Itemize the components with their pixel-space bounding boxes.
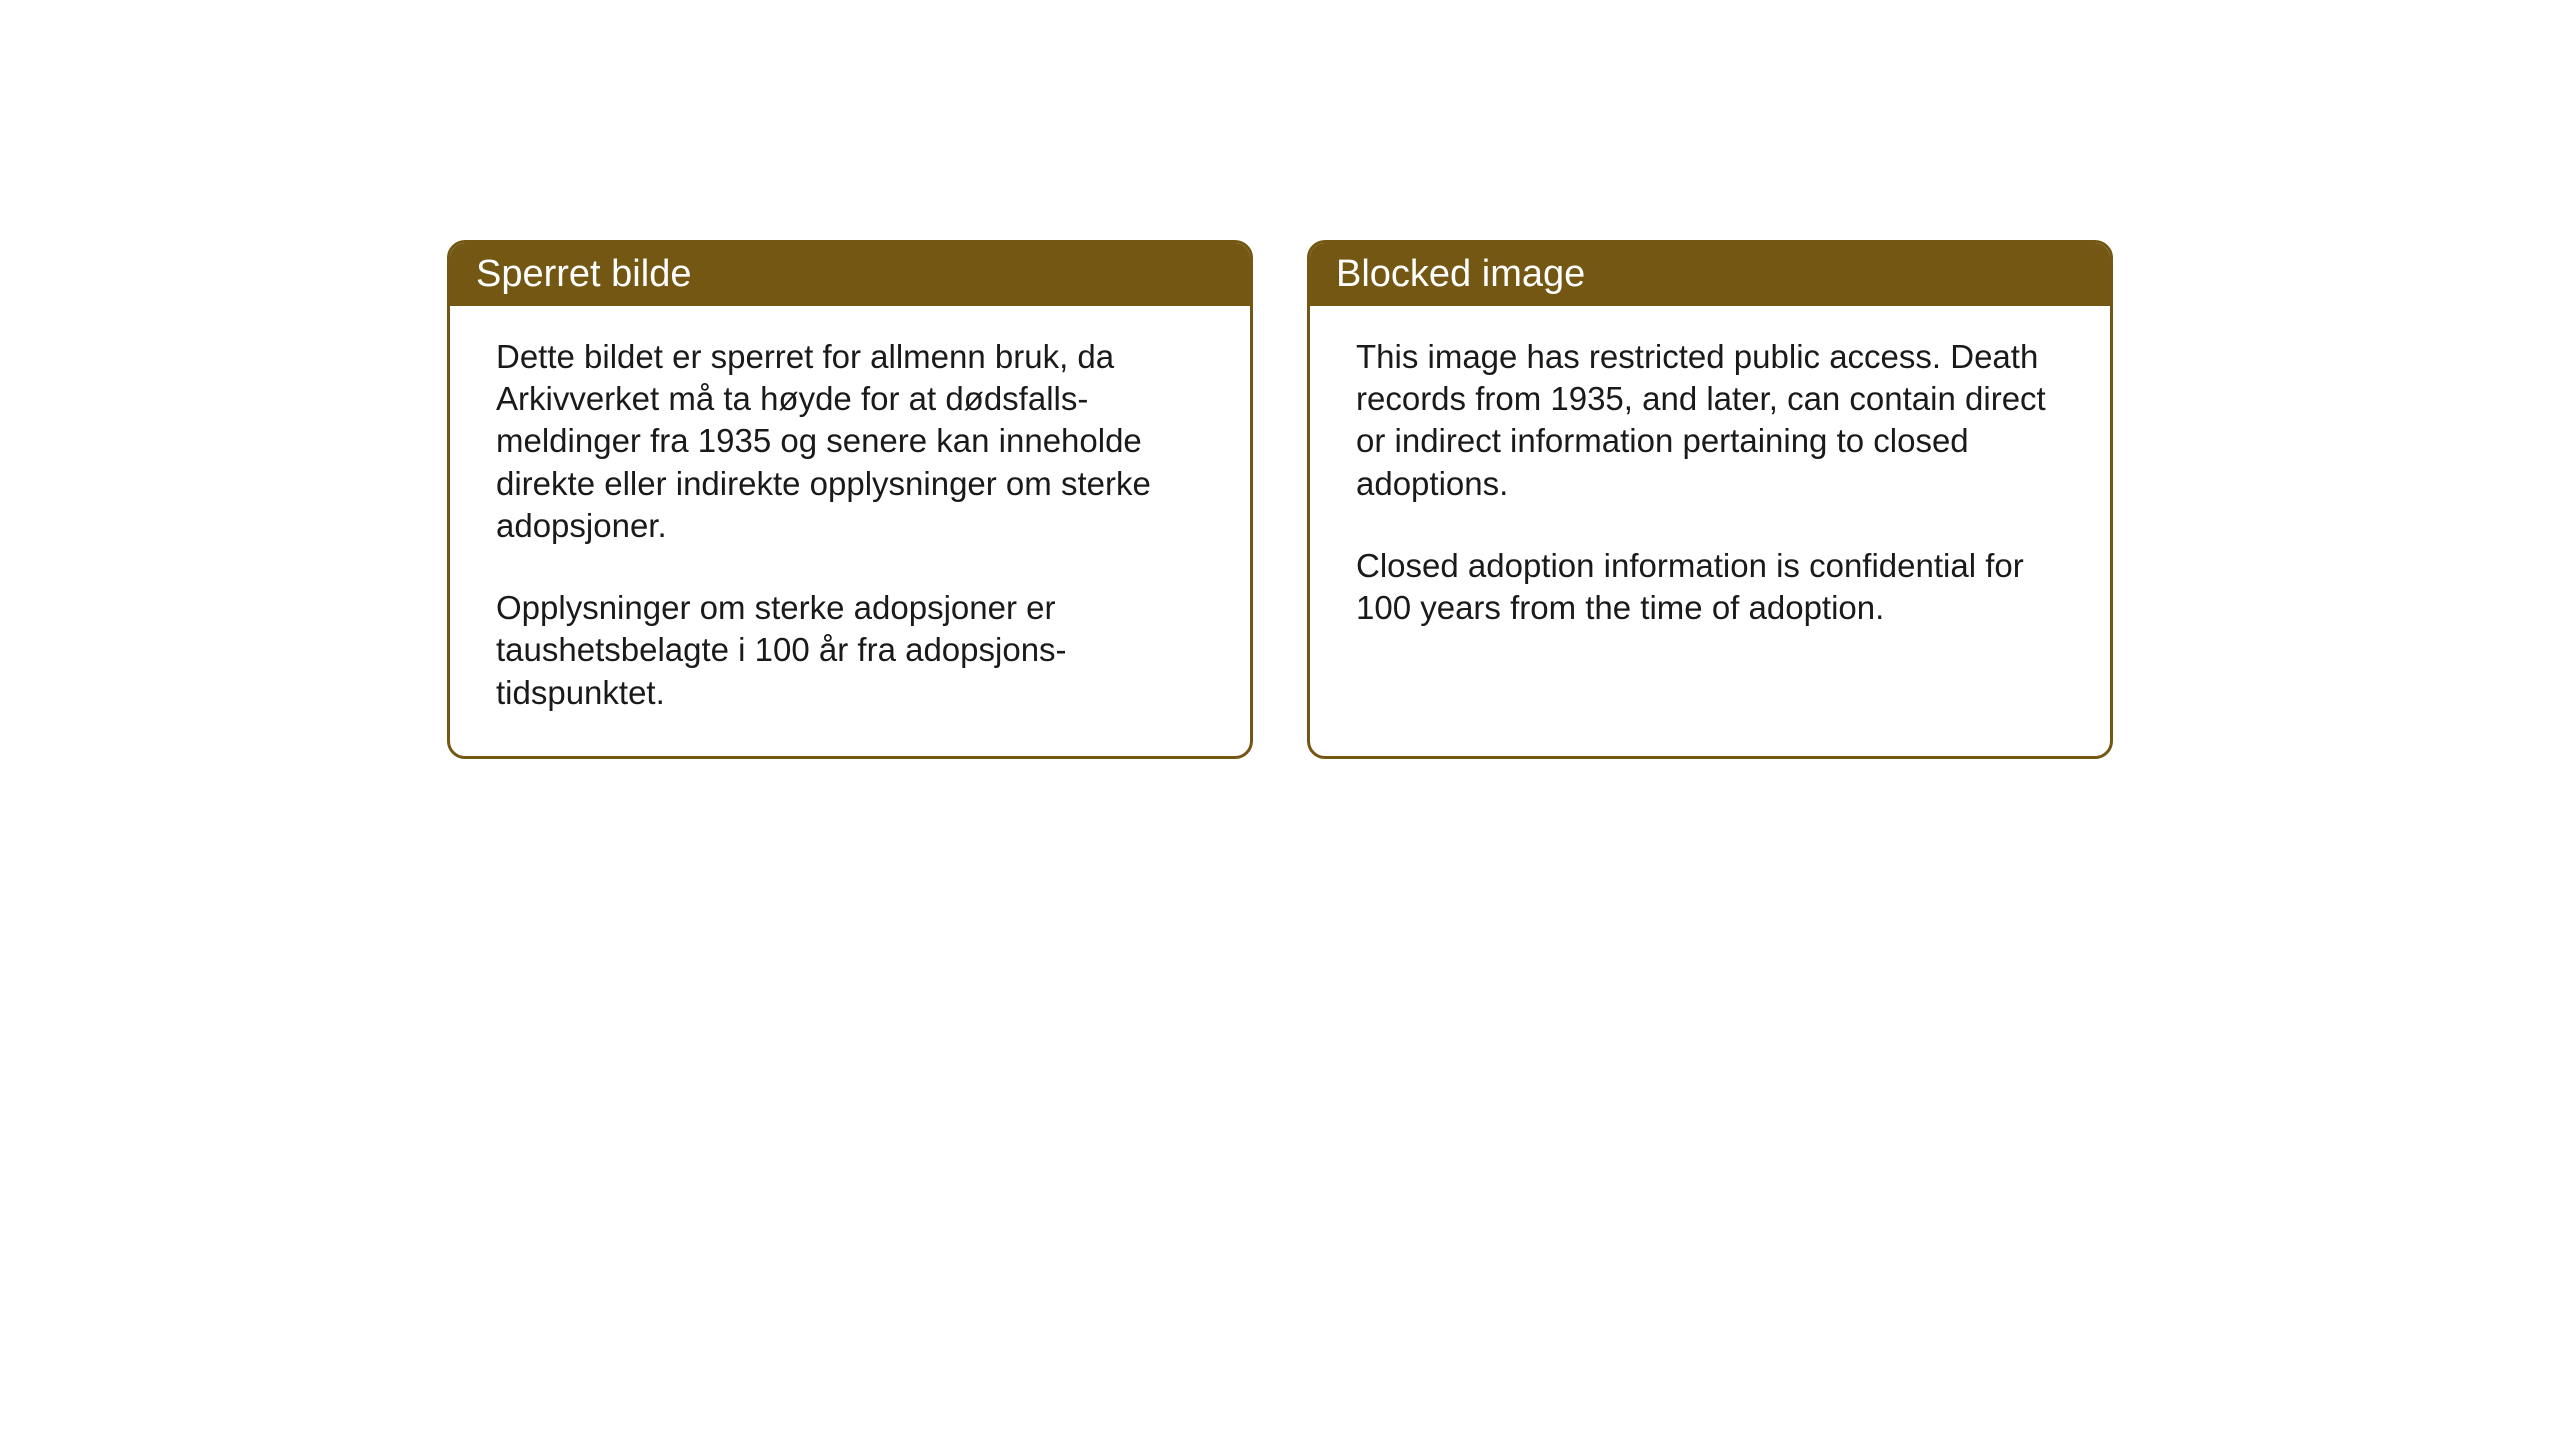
norwegian-card-title: Sperret bilde [450,243,1250,306]
english-paragraph-2: Closed adoption information is confident… [1356,545,2064,629]
english-card-body: This image has restricted public access.… [1310,306,2110,756]
english-paragraph-1: This image has restricted public access.… [1356,336,2064,505]
norwegian-paragraph-2: Opplysninger om sterke adopsjoner er tau… [496,587,1204,714]
english-notice-card: Blocked image This image has restricted … [1307,240,2113,759]
norwegian-paragraph-1: Dette bildet er sperret for allmenn bruk… [496,336,1204,547]
norwegian-notice-card: Sperret bilde Dette bildet er sperret fo… [447,240,1253,759]
english-card-title: Blocked image [1310,243,2110,306]
notice-container: Sperret bilde Dette bildet er sperret fo… [447,240,2113,759]
norwegian-card-body: Dette bildet er sperret for allmenn bruk… [450,306,1250,756]
